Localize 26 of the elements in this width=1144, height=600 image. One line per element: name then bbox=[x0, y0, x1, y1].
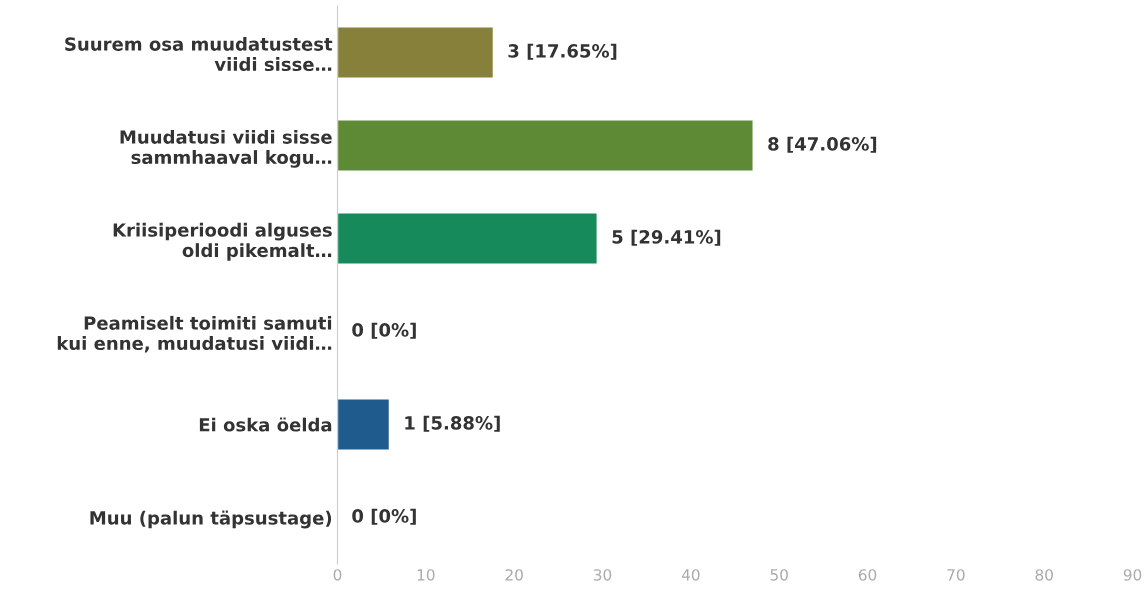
y-tick-label: Kriisiperioodi alguses oldi pikemalt… bbox=[113, 222, 332, 261]
y-tick-label: Suurem osa muudatustest viidi sisse… bbox=[65, 36, 333, 72]
data-label: 8 [47.06%] bbox=[768, 136, 877, 153]
data-label: 5 [29.41%] bbox=[612, 229, 721, 246]
x-tick-label: 0 bbox=[333, 569, 342, 581]
x-tick-label: 10 bbox=[417, 569, 435, 581]
bar bbox=[337, 119, 754, 172]
y-tick-label: Ei oska öelda bbox=[199, 417, 332, 432]
bar bbox=[337, 26, 495, 79]
x-tick-label: 60 bbox=[858, 569, 877, 581]
x-tick-label: 80 bbox=[1035, 569, 1053, 581]
y-tick-label: Peamiselt toimiti samuti kui enne, muudatusi viidi… bbox=[57, 315, 332, 353]
y-tick-label: Muu (palun täpsustage) bbox=[90, 510, 332, 529]
data-label: 0 [0%] bbox=[352, 508, 416, 525]
x-tick-label: 30 bbox=[593, 569, 612, 581]
x-tick-label: 90 bbox=[1123, 569, 1142, 581]
bar bbox=[337, 212, 598, 265]
x-tick-label: 50 bbox=[770, 569, 788, 581]
x-tick-label: 70 bbox=[947, 569, 965, 581]
bar bbox=[337, 398, 391, 451]
y-tick-label: Muudatusi viidi sisse sammhaaval kogu… bbox=[120, 129, 332, 168]
data-label: 3 [17.65%] bbox=[508, 43, 617, 60]
x-tick-label: 40 bbox=[681, 569, 700, 581]
x-tick-label: 20 bbox=[505, 569, 523, 581]
data-label: 1 [5.88%] bbox=[405, 415, 500, 432]
data-label: 0 [0%] bbox=[352, 322, 416, 339]
